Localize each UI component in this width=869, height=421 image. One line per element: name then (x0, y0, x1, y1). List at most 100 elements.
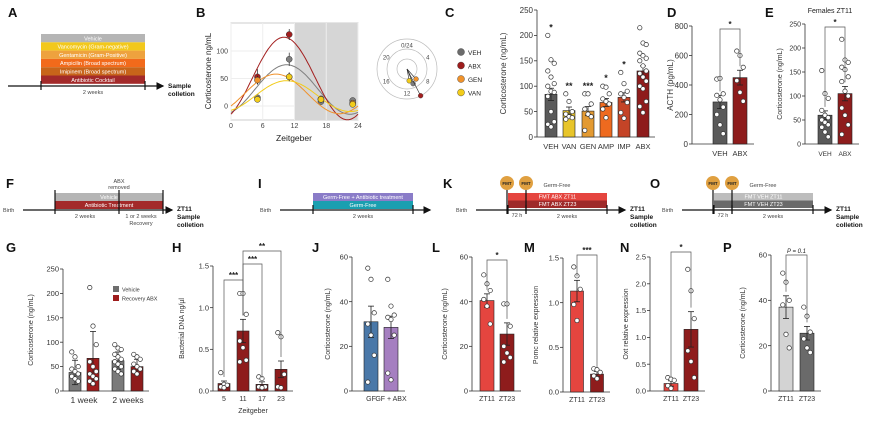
data-point (621, 94, 627, 100)
y-tick-label: 50 (51, 362, 59, 371)
x-tick-label: ABX (838, 151, 852, 158)
data-point (388, 377, 394, 383)
y-tick-label: 400 (675, 81, 689, 90)
y-tick-label: 60 (460, 253, 468, 262)
x-tick-label: VEH (543, 142, 558, 151)
data-point (118, 371, 124, 377)
data-point (643, 98, 649, 104)
data-point (504, 350, 510, 356)
y-tick-label: 0 (684, 140, 689, 149)
significance-label: *** (229, 271, 239, 280)
x-tick-label: 23 (277, 396, 285, 403)
sample-time-label: ZT11 (836, 206, 851, 213)
data-point (691, 375, 697, 381)
fmt-icon (500, 176, 514, 190)
data-point (278, 385, 284, 391)
duration-label: 2 weeks (763, 214, 783, 220)
significance-label: *** (582, 246, 592, 255)
treatment-bar (41, 75, 145, 84)
germ-free-label: Germ-Free (544, 183, 571, 189)
data-point (281, 371, 287, 377)
sample-collection-label: colletion (630, 222, 657, 229)
birth-label: Birth (3, 208, 14, 214)
treatment-label: Gentamicin (Gram-Positive) (59, 53, 127, 59)
treatment-bar (55, 193, 163, 201)
x-tick-label: ZT11 (663, 396, 679, 403)
data-point (237, 338, 243, 344)
treatment-bar (55, 201, 163, 209)
sample-collection-label: Sample (630, 214, 654, 221)
y-tick-label: 150 (520, 57, 534, 66)
legend-swatch (457, 48, 465, 56)
data-point (637, 103, 643, 110)
x-tick-label: ZT23 (589, 397, 605, 404)
y-tick-label: 20 (340, 342, 348, 351)
panel-label: A (8, 5, 18, 20)
x-tick-label: ABX (732, 149, 747, 158)
polar-ring (376, 38, 438, 100)
y-axis-label: Corticosterone (ng/mL) (740, 287, 747, 359)
significance-bracket (486, 259, 508, 319)
data-point (717, 122, 723, 128)
data-point (72, 354, 78, 360)
y-tick-label: 2.5 (636, 253, 646, 262)
data-point (548, 74, 554, 80)
x-axis-label: Zeitgeber (238, 408, 268, 415)
polar-tick-label: 8 (426, 80, 430, 86)
data-point (240, 345, 246, 351)
y-tick-label: 0 (464, 387, 468, 396)
y-axis-label: Pomc relative expression (533, 286, 540, 364)
data-point (714, 111, 720, 118)
treatment-bar (313, 193, 413, 201)
significance-bracket (576, 254, 598, 368)
x-tick-label: VEH (818, 151, 832, 158)
y-tick-label: 100 (216, 49, 228, 56)
chart-N: 0.0 0.5 1.0 1.5 2.0 2.5 Oxt relative expressio… (623, 243, 705, 403)
fmt-icon (725, 176, 739, 190)
data-point (688, 358, 694, 365)
significance-bracket (242, 250, 282, 357)
treatment-label: FMT ABX ZT11 (539, 195, 576, 201)
data-point (643, 41, 649, 48)
chart-B-polar: 0/24 4 8 12 16 20 (376, 38, 438, 100)
data-point (365, 321, 371, 327)
y-tick-label: 20 (759, 341, 767, 350)
data-point (507, 354, 513, 361)
legend-swatch (457, 61, 465, 70)
data-point (720, 91, 726, 97)
legend-label: ABX (468, 64, 482, 71)
y-tick-label: 200 (675, 110, 689, 119)
data-point (574, 317, 580, 324)
data-point (545, 68, 551, 74)
y-tick-label: 1.0 (636, 333, 646, 342)
data-point (734, 78, 740, 84)
sample-collection-label: Sample (177, 214, 201, 221)
chart-H: 0.0 0.5 1.0 1.5 Bacterial DNA ng/µl 5 11 17 23 Ze… (179, 242, 293, 415)
data-point (780, 302, 786, 308)
data-point (487, 321, 493, 327)
data-point (93, 342, 99, 348)
panel-labels: A B C D E F G H I J K L M N O P (6, 5, 774, 255)
x-tick-label: ZT23 (683, 396, 699, 403)
chart-M: 0.0 0.5 1.0 1.5 Pomc relative expression ZT11… (533, 246, 610, 404)
panel-label: N (620, 240, 629, 255)
y-tick-label: 0.5 (549, 343, 559, 352)
data-point (637, 25, 643, 31)
y-axis-label: Corticosterone (ng/mL) (777, 48, 784, 120)
x-tick-label: 2 weeks (112, 395, 143, 405)
treatment-label: Antibiotic Cocktail (71, 78, 114, 84)
fmt-label: FMT (708, 181, 717, 186)
chart-B: 0 6 12 18 24 0 50 100 Zeitgeber Corticosterone ng… (204, 22, 362, 143)
data-point (637, 58, 643, 64)
y-tick-label: 0.5 (199, 345, 209, 354)
data-point (218, 370, 224, 376)
data-point (90, 381, 96, 387)
y-axis-label: Corticosterone (ng/mL) (499, 32, 508, 114)
legend-label: VAN (468, 91, 481, 98)
legend-swatch (113, 295, 119, 301)
y-tick-label: 1.5 (549, 254, 559, 263)
abx-removed-label: ABX (113, 179, 124, 185)
x-tick-label: 12 (291, 123, 299, 130)
significance-label: ** (259, 242, 266, 251)
